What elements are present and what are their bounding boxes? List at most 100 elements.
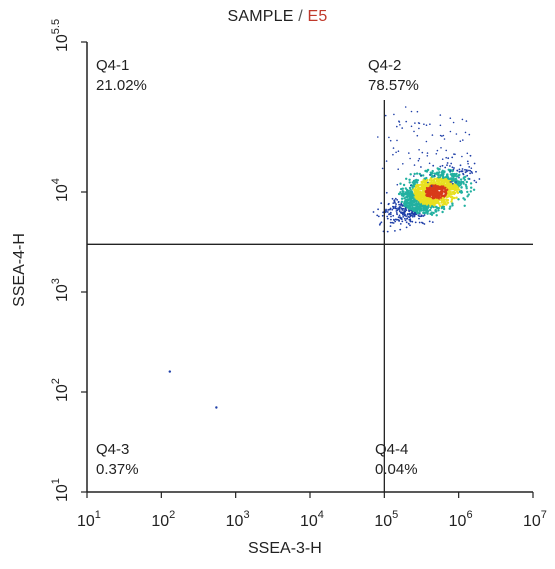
event-dot: [451, 175, 454, 178]
event-dot: [430, 179, 433, 182]
quadrant-q3-label: Q4-3 0.37%: [96, 440, 139, 480]
event-dot: [446, 201, 450, 204]
event-dot: [420, 174, 422, 177]
event-dot: [441, 158, 444, 160]
event-dot: [441, 210, 444, 214]
event-dot: [431, 169, 434, 173]
event-dot: [455, 175, 458, 178]
event-dot: [395, 203, 397, 206]
event-dot: [462, 139, 464, 141]
title-separator: /: [293, 8, 308, 25]
event-dot: [413, 130, 415, 133]
event-dot: [450, 162, 453, 165]
event-dot: [439, 134, 442, 137]
event-dot: [437, 185, 440, 188]
y-axis-label: SSEA-4-H: [11, 233, 28, 307]
event-dot: [428, 178, 431, 182]
event-dot: [412, 201, 416, 204]
event-dot: [393, 199, 396, 202]
event-dot: [411, 214, 414, 217]
event-dot: [440, 201, 443, 204]
event-dot: [415, 208, 418, 212]
event-dot: [437, 176, 440, 179]
event-dot: [411, 203, 414, 206]
event-dot: [426, 155, 429, 157]
event-dot: [386, 211, 389, 213]
event-dot: [469, 172, 471, 175]
event-dot: [406, 213, 409, 215]
outlier-dot: [215, 406, 218, 409]
event-dot: [446, 188, 449, 191]
event-dot: [436, 198, 439, 202]
event-dot: [425, 198, 428, 201]
event-dot: [413, 172, 416, 176]
event-dot: [442, 205, 446, 209]
event-dot: [432, 164, 435, 167]
event-dot: [422, 199, 425, 202]
event-dot: [475, 181, 478, 184]
event-dot: [429, 174, 431, 176]
event-dot: [399, 223, 402, 225]
event-dot: [436, 171, 439, 174]
event-dot: [405, 215, 407, 218]
event-dot: [380, 221, 383, 224]
event-dot: [398, 209, 401, 211]
event-dot: [401, 207, 404, 210]
event-dot: [399, 228, 402, 231]
event-dot: [385, 191, 388, 194]
event-dot: [445, 203, 448, 206]
event-dot: [465, 180, 468, 184]
event-dot: [408, 213, 411, 216]
event-dot: [385, 160, 388, 162]
quadrant-q2-percent: 78.57%: [368, 77, 419, 94]
event-dot: [410, 184, 412, 187]
event-dot: [391, 221, 394, 224]
event-dot: [449, 170, 452, 172]
event-dot: [402, 211, 405, 214]
event-dot: [465, 120, 468, 122]
event-dot: [465, 185, 468, 188]
event-dot: [447, 157, 450, 160]
event-dot: [447, 176, 450, 179]
event-dot: [412, 207, 415, 210]
event-dot: [425, 140, 428, 143]
event-dot: [461, 170, 464, 173]
event-dot: [396, 125, 398, 128]
event-dot: [450, 181, 453, 183]
event-dot: [398, 207, 401, 210]
event-dot: [380, 202, 383, 205]
event-dot: [397, 192, 401, 196]
event-dot: [403, 197, 406, 200]
event-dot: [450, 195, 453, 199]
event-dot: [433, 185, 436, 189]
event-dot: [451, 204, 454, 207]
event-dot: [459, 140, 462, 142]
event-dot: [436, 193, 440, 196]
event-dot: [405, 120, 408, 123]
event-dot: [452, 182, 454, 185]
event-dot: [467, 193, 470, 196]
event-dot: [410, 201, 413, 205]
event-dot: [450, 169, 454, 172]
event-dot: [447, 184, 450, 187]
event-dot: [409, 194, 412, 197]
event-dot: [464, 168, 466, 171]
event-dot: [400, 203, 403, 206]
event-dot: [448, 207, 451, 210]
event-dot: [430, 181, 433, 184]
event-dot: [454, 183, 457, 187]
outlier-dot: [168, 370, 172, 373]
event-dot: [394, 205, 397, 208]
x-axis-label: SSEA-3-H: [248, 540, 322, 557]
event-dot: [409, 218, 412, 221]
event-dot: [390, 218, 392, 221]
event-dot: [434, 209, 437, 212]
event-dot: [397, 150, 400, 152]
event-dot: [422, 211, 425, 215]
event-dot: [456, 183, 459, 186]
event-dot: [449, 188, 452, 191]
event-dot: [398, 220, 400, 222]
event-dot: [418, 186, 421, 190]
event-dot: [390, 215, 392, 218]
event-dot: [433, 204, 436, 207]
